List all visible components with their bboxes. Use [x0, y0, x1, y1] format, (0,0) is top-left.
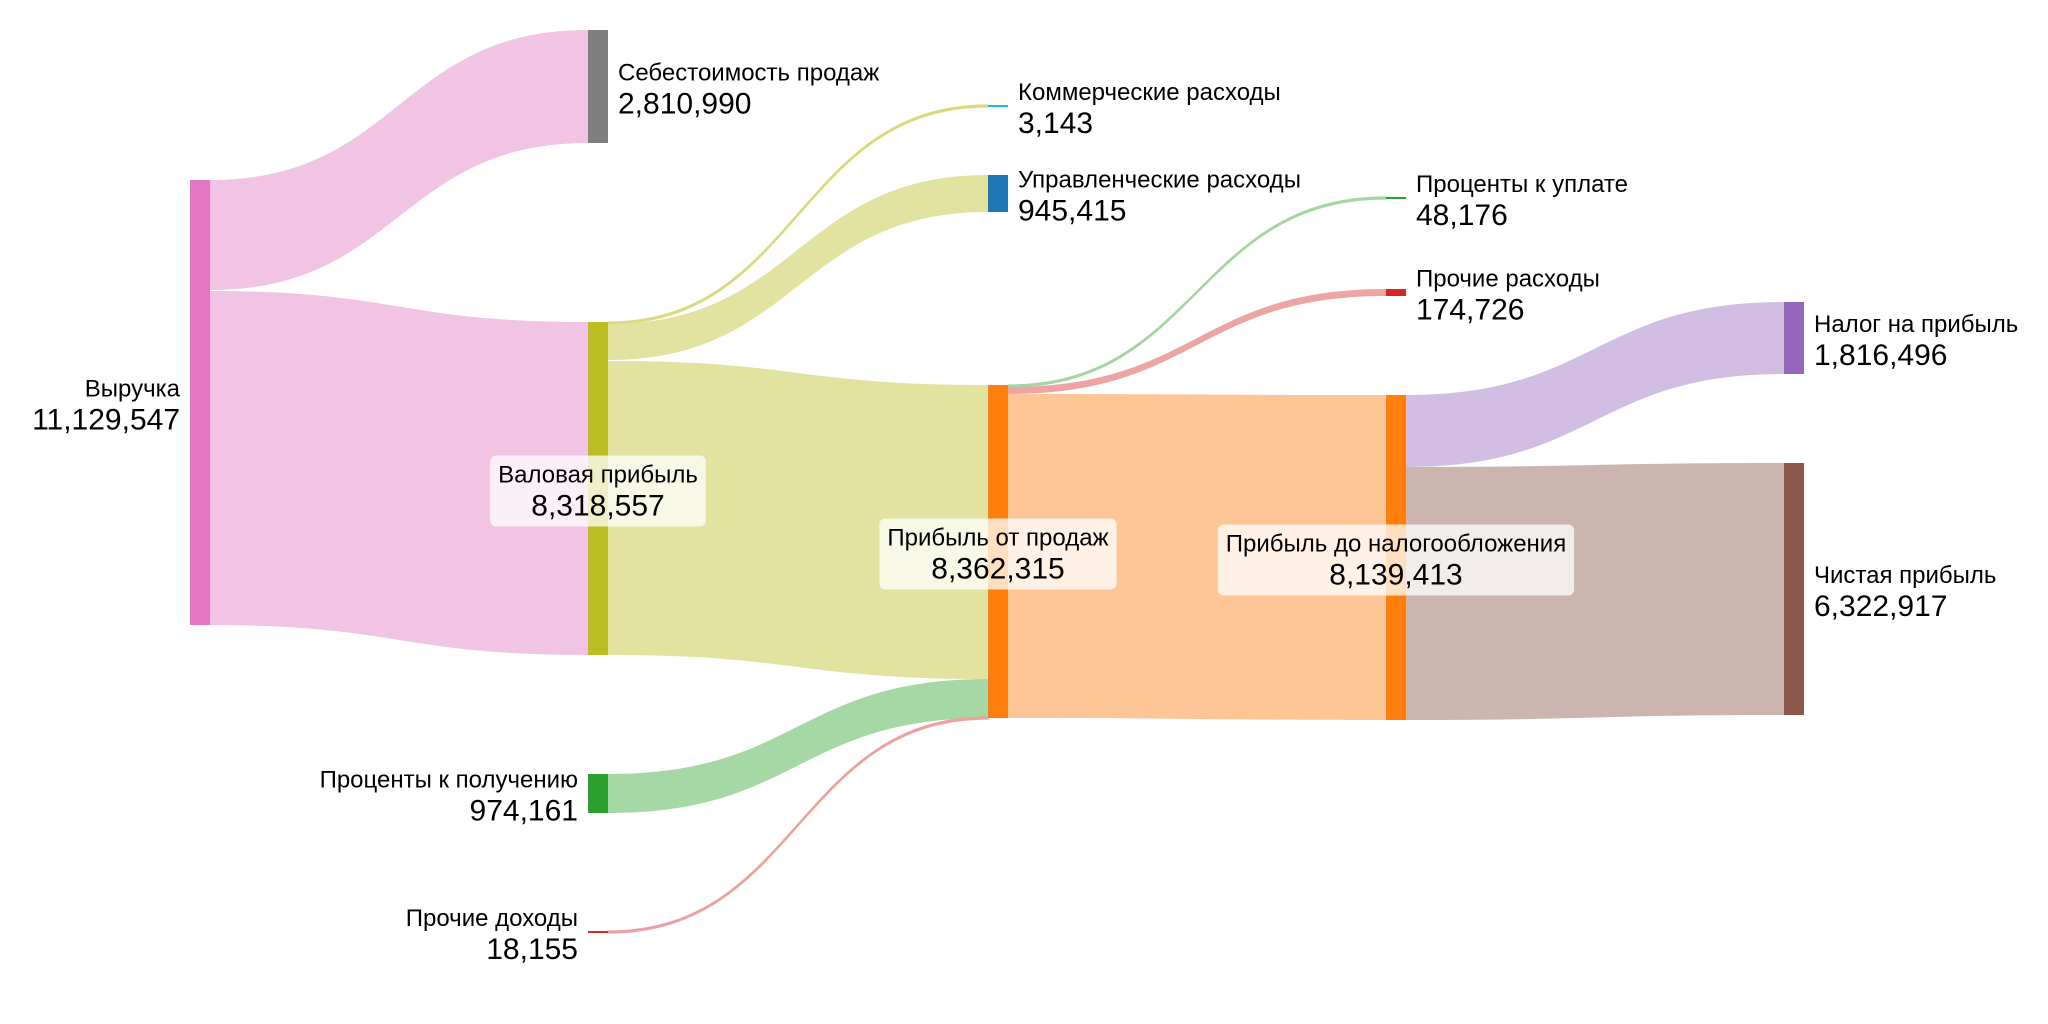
node-name: Налог на прибыль [1814, 311, 2018, 338]
node-revenue [190, 180, 210, 625]
node-admin [988, 175, 1008, 212]
node-value: 3,143 [1018, 107, 1093, 140]
node-value: 974,161 [470, 795, 578, 828]
node-value: 8,318,557 [531, 490, 664, 523]
link-gross-to-admin [608, 175, 988, 360]
node-value: 18,155 [486, 933, 578, 966]
node-int-income [588, 774, 608, 813]
node-value: 2,810,990 [618, 88, 751, 121]
node-name: Коммерческие расходы [1018, 79, 1281, 106]
node-value: 174,726 [1416, 294, 1524, 327]
node-commercial [988, 105, 1008, 107]
node-name: Валовая прибыль [498, 462, 698, 489]
label-background [879, 518, 1117, 590]
node-cogs [588, 30, 608, 143]
node-name: Проценты к получению [320, 767, 578, 794]
link-sales-profit-to-pretax [1008, 394, 1386, 720]
label-background [490, 455, 706, 527]
label-background [1217, 524, 1575, 596]
node-name: Чистая прибыль [1814, 562, 1996, 589]
node-net [1784, 463, 1804, 715]
link-int-income-to-sales-profit [608, 679, 988, 813]
node-tax [1784, 302, 1804, 374]
node-value: 11,129,547 [32, 404, 180, 437]
node-other-income [588, 931, 608, 933]
link-revenue-to-gross [210, 291, 588, 655]
node-name: Управленческие расходы [1018, 167, 1301, 194]
node-name: Себестоимость продаж [618, 60, 879, 87]
node-name: Проценты к уплате [1416, 171, 1628, 198]
node-value: 945,415 [1018, 195, 1126, 228]
node-name: Прочие расходы [1416, 266, 1600, 293]
node-name: Прибыль от продаж [887, 525, 1108, 552]
node-value: 1,816,496 [1814, 339, 1947, 372]
node-int-payable [1386, 197, 1406, 199]
node-value: 6,322,917 [1814, 590, 1947, 623]
node-value: 8,139,413 [1329, 559, 1462, 592]
link-sales-profit-to-other-exp [1008, 289, 1386, 394]
node-value: 8,362,315 [931, 553, 1064, 586]
node-other-exp [1386, 289, 1406, 296]
link-revenue-to-cogs [210, 30, 588, 290]
node-name: Выручка [85, 376, 181, 403]
link-other-income-to-sales-profit [607, 716, 989, 934]
node-name: Прибыль до налогообложения [1226, 531, 1566, 558]
node-value: 48,176 [1416, 199, 1508, 232]
link-pretax-to-tax [1406, 302, 1784, 467]
link-gross-to-sales-profit [608, 361, 988, 679]
node-name: Прочие доходы [406, 905, 578, 932]
